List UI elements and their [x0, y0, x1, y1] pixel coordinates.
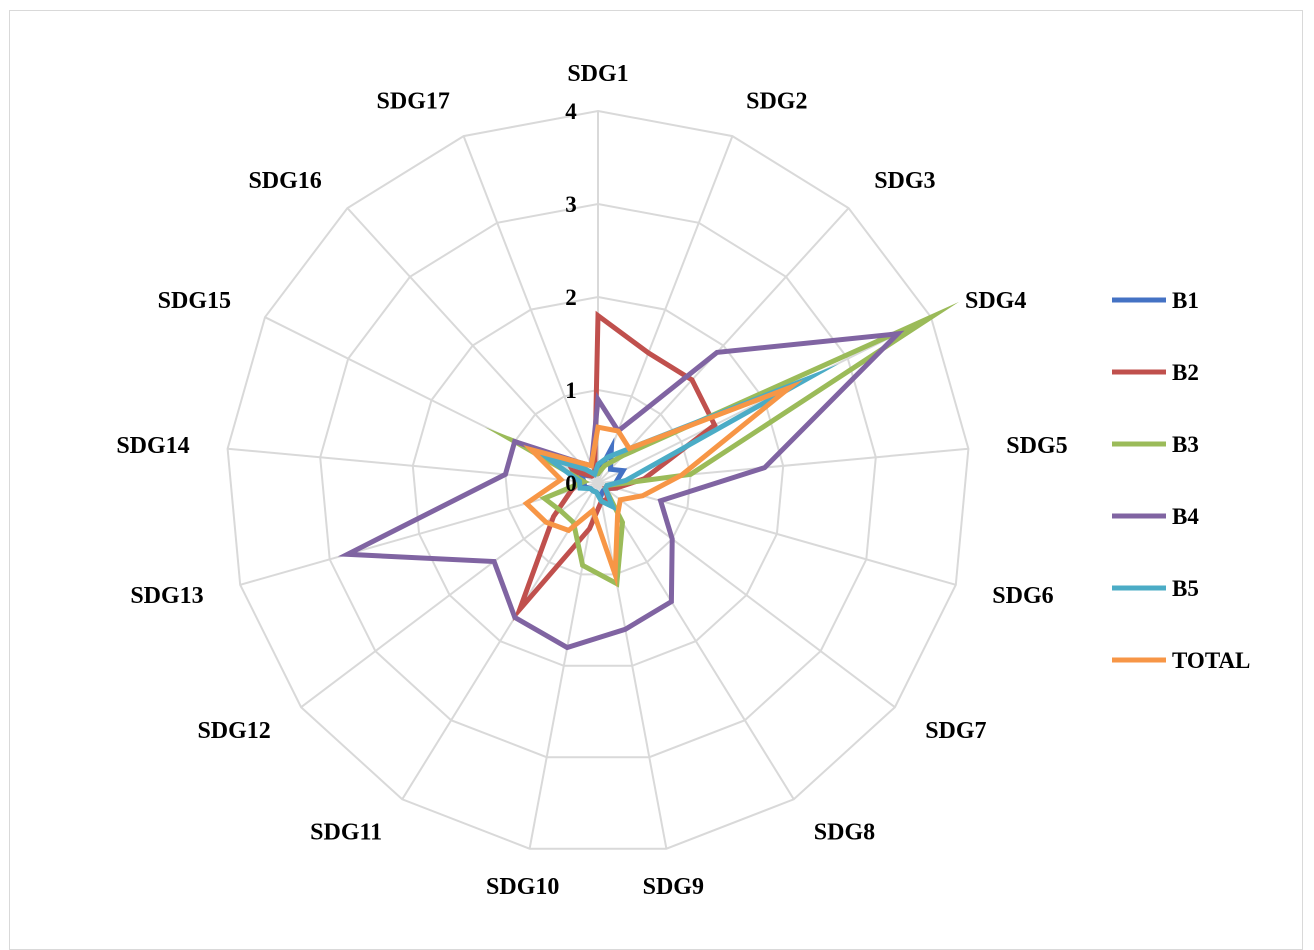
tick-label: 4: [565, 99, 577, 124]
grid-spoke: [464, 136, 598, 483]
legend-label-b2: B2: [1172, 360, 1199, 385]
legend-label-b5: B5: [1172, 576, 1199, 601]
radar-series: [347, 316, 931, 648]
category-label: SDG9: [643, 874, 704, 900]
category-label: SDG15: [158, 288, 231, 314]
legend-label-b4: B4: [1172, 504, 1199, 529]
category-label: SDG4: [965, 288, 1026, 314]
category-label: SDG8: [814, 820, 875, 846]
tick-label: 1: [565, 378, 577, 403]
category-label: SDG3: [874, 168, 935, 194]
category-label: SDG14: [116, 433, 189, 459]
category-label: SDG16: [248, 168, 321, 194]
tick-label: 3: [565, 192, 577, 217]
grid-spoke: [598, 483, 895, 707]
category-label: SDG6: [992, 583, 1053, 609]
category-label: SDG10: [486, 874, 559, 900]
radial-tick-labels: 0 1 2 3 4: [565, 99, 577, 496]
legend-label-total: TOTAL: [1172, 648, 1250, 673]
category-label: SDG13: [130, 583, 203, 609]
grid-spoke: [347, 208, 598, 483]
category-label: SDG17: [377, 89, 450, 115]
category-label: SDG5: [1006, 433, 1067, 459]
legend-label-b1: B1: [1172, 288, 1199, 313]
tick-label: 0: [565, 471, 577, 496]
legend: B1 B2 B3 B4 B5 TOTAL: [1112, 288, 1250, 673]
category-label: SDG11: [310, 820, 382, 846]
category-label: SDG1: [567, 61, 628, 87]
category-label: SDG7: [925, 718, 986, 744]
tick-label: 2: [565, 285, 577, 310]
category-label: SDG12: [197, 718, 270, 744]
legend-label-b3: B3: [1172, 432, 1199, 457]
radar-grid: [228, 111, 969, 849]
category-label: SDG2: [746, 89, 807, 115]
